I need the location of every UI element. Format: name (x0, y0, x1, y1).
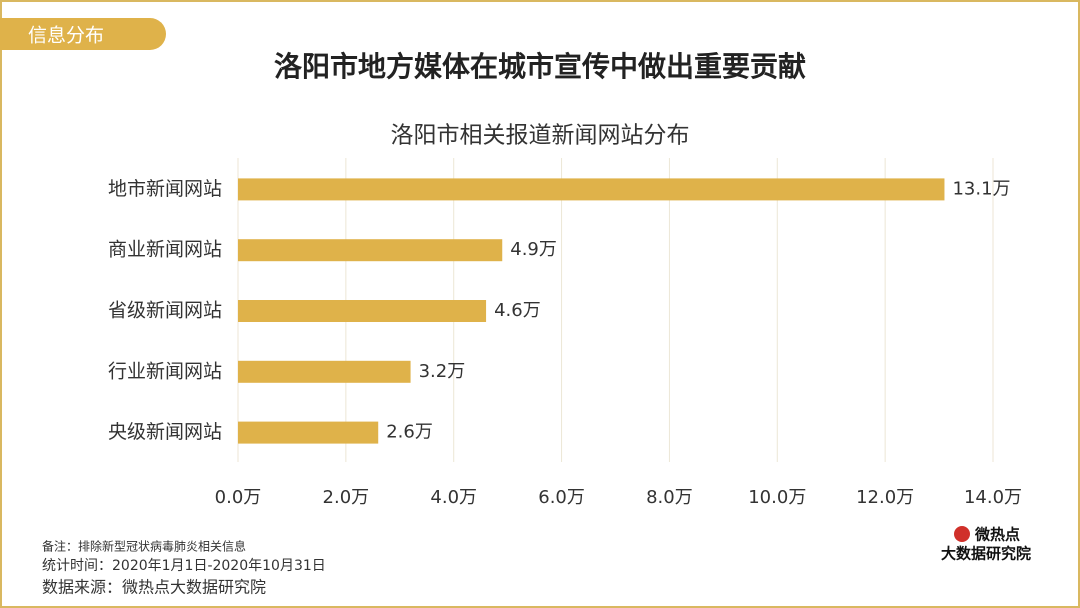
y-tick-label: 地市新闻网站 (108, 178, 222, 200)
value-label: 4.9万 (510, 239, 557, 260)
page-title: 洛阳市地方媒体在城市宣传中做出重要贡献 (274, 50, 806, 83)
x-tick-label: 14.0万 (964, 487, 1022, 508)
x-tick-label: 10.0万 (748, 487, 806, 508)
x-tick-label: 12.0万 (856, 487, 914, 508)
logo-icon (954, 526, 970, 542)
x-tick-label: 8.0万 (646, 487, 693, 508)
value-label: 3.2万 (419, 361, 466, 382)
bar (238, 300, 487, 322)
tag-text: 信息分布 (28, 25, 104, 47)
logo-institute: 大数据研究院 (941, 545, 1031, 563)
logo-brand: 微热点 (974, 526, 1020, 544)
chart-title: 洛阳市相关报道新闻网站分布 (391, 123, 690, 149)
period: 统计时间：2020年1月1日-2020年10月31日 (42, 558, 326, 574)
x-tick-label: 6.0万 (538, 487, 585, 508)
y-tick-label: 央级新闻网站 (108, 421, 222, 443)
bar (238, 239, 503, 262)
y-tick-label: 商业新闻网站 (108, 239, 222, 261)
x-tick-label: 0.0万 (215, 487, 262, 508)
bar (238, 178, 945, 201)
bar (238, 421, 379, 444)
tag-shape (0, 18, 166, 50)
x-tick-label: 4.0万 (430, 487, 477, 508)
bar (238, 360, 411, 383)
value-label: 2.6万 (386, 422, 433, 443)
value-label: 4.6万 (494, 300, 541, 321)
note: 备注：排除新型冠状病毒肺炎相关信息 (42, 539, 246, 554)
value-label: 13.1万 (952, 178, 1010, 199)
y-tick-label: 省级新闻网站 (108, 300, 222, 322)
y-tick-label: 行业新闻网站 (108, 360, 222, 382)
source: 数据来源：微热点大数据研究院 (42, 578, 266, 597)
x-tick-label: 2.0万 (323, 487, 370, 508)
